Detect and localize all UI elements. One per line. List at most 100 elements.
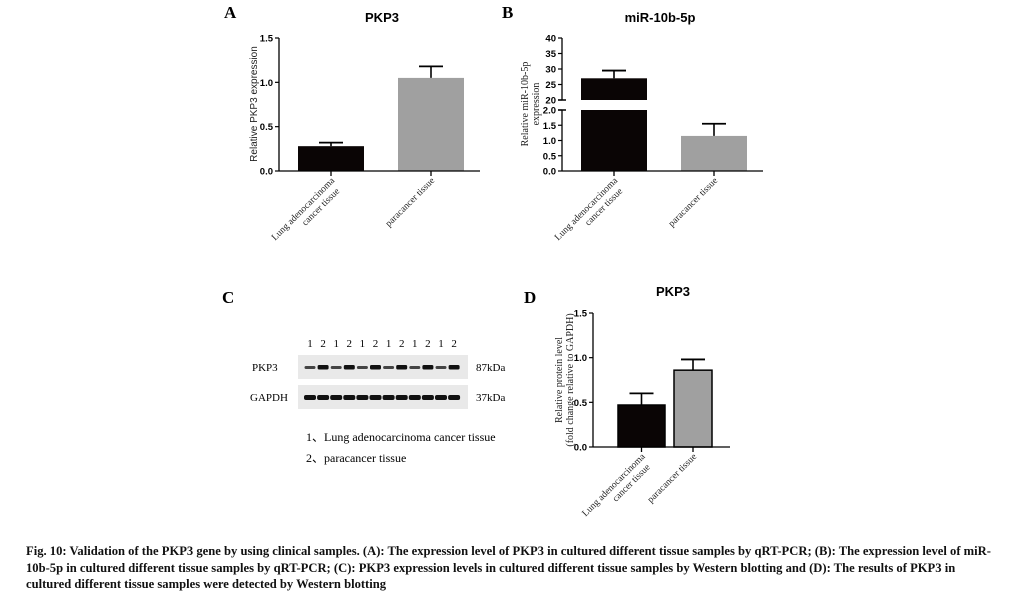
y-tick-label: 0.5 bbox=[260, 122, 274, 133]
blot-band-pkp3 bbox=[343, 365, 355, 370]
blot-lane-label: 2 bbox=[451, 338, 457, 350]
y-tick-label: 2.0 bbox=[543, 106, 556, 117]
blot-lane-label: 1 bbox=[386, 338, 392, 350]
blot-band-pkp3 bbox=[422, 365, 434, 370]
blot-band-pkp3 bbox=[396, 365, 408, 370]
y-tick-label: 1.0 bbox=[574, 353, 587, 364]
y-tick-label: 20 bbox=[545, 96, 556, 107]
blot-band-gapdh bbox=[330, 395, 343, 400]
y-tick-label: 35 bbox=[545, 49, 556, 60]
blot-band-pkp3 bbox=[448, 365, 460, 370]
western-blot: PKP3 GAPDH 87kDa 37kDa 1、Lung adenocarci… bbox=[250, 338, 505, 465]
y-tick-label: 0.0 bbox=[574, 443, 587, 454]
blot-lane-label: 1 bbox=[360, 338, 366, 350]
y-axis-label: Relative PKP3 expression bbox=[249, 46, 260, 162]
y-tick-label: 0.5 bbox=[543, 151, 557, 162]
chart-title: PKP3 bbox=[365, 10, 399, 25]
chart-b: miR-10b-5p Lung adenocarcinomacancer tiss… bbox=[520, 10, 763, 250]
blot-band-pkp3 bbox=[304, 366, 316, 369]
y-tick-label: 0.0 bbox=[260, 167, 273, 178]
blot-band-gapdh bbox=[448, 395, 461, 400]
bar bbox=[617, 404, 666, 448]
bar bbox=[398, 77, 464, 171]
y-tick-label: 30 bbox=[545, 65, 556, 76]
blot-lane-label: 1 bbox=[412, 338, 418, 350]
bar bbox=[581, 78, 647, 100]
blot-band-gapdh bbox=[435, 395, 447, 400]
chart-title: PKP3 bbox=[656, 284, 690, 299]
panel-label-c: C bbox=[222, 288, 234, 307]
blot-band-pkp3 bbox=[370, 365, 381, 370]
blot-size-pkp3: 87kDa bbox=[476, 362, 505, 374]
x-tick-label: paracancer tissue bbox=[384, 176, 437, 229]
blot-band-gapdh bbox=[304, 395, 316, 400]
chart-title: miR-10b-5p bbox=[625, 10, 696, 25]
bar bbox=[681, 135, 747, 171]
x-tick-label-line: Lung adenocarcinoma bbox=[553, 175, 620, 242]
blot-lane-label: 1 bbox=[307, 338, 313, 350]
blot-band-pkp3 bbox=[317, 365, 329, 370]
x-tick-label: paracancer tissue bbox=[646, 452, 699, 505]
blot-row-label-gapdh: GAPDH bbox=[250, 392, 288, 404]
blot-lane-label: 2 bbox=[347, 338, 353, 350]
y-tick-label: 25 bbox=[545, 80, 556, 91]
blot-band-gapdh bbox=[356, 395, 369, 400]
blot-band-gapdh bbox=[382, 395, 395, 400]
x-tick-label: Lung adenocarcinomacancer tissue bbox=[581, 451, 656, 526]
x-tick-label-line: paracancer tissue bbox=[384, 176, 437, 229]
blot-band-gapdh bbox=[317, 395, 330, 400]
blot-band-gapdh bbox=[395, 395, 408, 400]
x-tick-label-line: Lung adenocarcinoma bbox=[581, 451, 648, 518]
y-tick-label: 1.5 bbox=[574, 309, 588, 320]
blot-size-gapdh: 37kDa bbox=[476, 392, 505, 404]
y-tick-label: 0.5 bbox=[574, 398, 588, 409]
x-tick-label: Lung adenocarcinomacancer tissue bbox=[553, 175, 628, 250]
figure-caption: Fig. 10: Validation of the PKP3 gene by … bbox=[26, 544, 991, 591]
x-tick-label-line: Lung adenocarcinoma bbox=[270, 175, 337, 242]
panel-label-a: A bbox=[224, 3, 237, 22]
panel-label-b: B bbox=[502, 3, 513, 22]
blot-legend-1: 1、Lung adenocarcinoma cancer tissue bbox=[306, 430, 496, 444]
y-tick-label: 0.0 bbox=[543, 167, 556, 178]
blot-lane-label: 2 bbox=[425, 338, 431, 350]
blot-lane-label: 2 bbox=[373, 338, 379, 350]
blot-band-pkp3 bbox=[330, 366, 342, 369]
blot-band-gapdh bbox=[343, 395, 356, 400]
y-axis-label-line: (fold change relative to GAPDH) bbox=[565, 313, 576, 446]
blot-band-pkp3 bbox=[356, 366, 368, 369]
blot-lane-label: 2 bbox=[399, 338, 405, 350]
y-axis-label-line: expression bbox=[531, 83, 542, 126]
blot-row-label-pkp3: PKP3 bbox=[252, 362, 278, 374]
bar bbox=[581, 110, 647, 171]
chart-d: PKP3 Lung adenocarcinomacancer tissuepara… bbox=[554, 284, 730, 526]
blot-band-gapdh bbox=[421, 395, 434, 400]
y-axis-label-line: Relative protein level bbox=[554, 337, 565, 423]
x-tick-label: Lung adenocarcinomacancer tissue bbox=[270, 175, 345, 250]
y-tick-label: 1.0 bbox=[543, 136, 556, 147]
blot-band-gapdh bbox=[408, 395, 421, 400]
x-tick-label-line: paracancer tissue bbox=[667, 176, 720, 229]
y-axis-label-line: Relative miR-10b-5p bbox=[520, 62, 531, 147]
y-axis-label: Relative miR-10b-5pexpression bbox=[520, 62, 542, 147]
panel-label-d: D bbox=[524, 288, 536, 307]
y-tick-label: 1.0 bbox=[260, 78, 273, 89]
y-axis-label: Relative protein level(fold change relat… bbox=[554, 313, 576, 446]
blot-lane-label: 2 bbox=[320, 338, 326, 350]
blot-band-pkp3 bbox=[409, 366, 421, 369]
bar bbox=[298, 146, 364, 171]
blot-band-pkp3 bbox=[435, 366, 447, 369]
y-tick-label: 40 bbox=[545, 34, 556, 45]
x-tick-label: paracancer tissue bbox=[667, 176, 720, 229]
blot-legend-2: 2、paracancer tissue bbox=[306, 451, 406, 465]
blot-band-gapdh bbox=[369, 395, 382, 400]
y-tick-label: 1.5 bbox=[543, 121, 557, 132]
blot-band-pkp3 bbox=[383, 366, 395, 369]
blot-lane-label: 1 bbox=[333, 338, 339, 350]
blot-lane-label: 1 bbox=[438, 338, 444, 350]
y-tick-label: 1.5 bbox=[260, 34, 274, 45]
x-tick-label-line: paracancer tissue bbox=[646, 452, 699, 505]
chart-a: PKP3 Lung adenocarcinomacancer tissue para… bbox=[249, 10, 480, 250]
bar bbox=[673, 369, 713, 448]
